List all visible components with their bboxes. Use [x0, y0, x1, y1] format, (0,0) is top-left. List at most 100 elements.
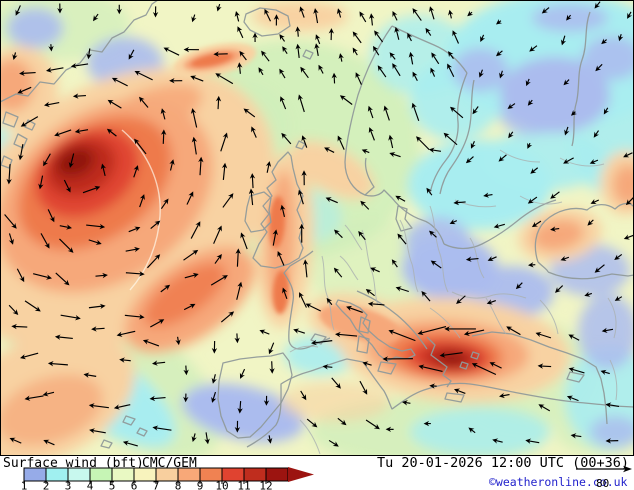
coastline-path: [395, 205, 413, 232]
legend-value-label: 2: [43, 480, 50, 490]
wind-arrow: [160, 129, 167, 144]
wind-arrow: [116, 4, 122, 15]
wind-arrow: [388, 134, 394, 149]
wind-arrow: [555, 285, 564, 293]
coastline-path: [13, 133, 28, 149]
wind-arrow: [535, 332, 552, 339]
wind-speed-field: [0, 0, 634, 456]
wind-arrow: [594, 1, 601, 9]
wind-arrow: [264, 8, 272, 22]
border-path: [609, 359, 618, 401]
wind-arrow: [331, 72, 337, 84]
wind-arrow: [463, 329, 485, 336]
wind-arrow: [20, 352, 39, 360]
border-path: [519, 195, 563, 205]
copyright-label: ©weatheronline.co.uk: [489, 475, 628, 489]
coastline-path: [335, 299, 416, 362]
wind-arrow: [147, 254, 161, 269]
wind-arrow: [279, 96, 287, 110]
wind-arrow: [280, 204, 286, 218]
wind-map-image: [0, 0, 634, 456]
wind-arrow: [448, 9, 454, 19]
wind-arrow: [297, 189, 304, 205]
wind-arrow: [139, 194, 145, 208]
wind-arrow: [11, 323, 28, 330]
coastline-path: [439, 79, 475, 195]
wind-arrow: [215, 73, 234, 85]
border-path: [485, 297, 507, 335]
coastline-path: [358, 316, 371, 334]
wind-arrow: [563, 79, 570, 86]
wind-arrow: [299, 223, 305, 243]
wind-arrow: [220, 132, 228, 152]
coastline-path: [246, 358, 634, 448]
coastline-path: [426, 336, 452, 388]
wind-arrow: [337, 135, 345, 150]
wind-arrow: [605, 402, 620, 408]
wind-arrow: [295, 43, 301, 58]
wind-arrow: [269, 361, 275, 374]
wind-arrow: [40, 233, 50, 249]
wind-arrow: [213, 51, 228, 57]
wind-arrow: [300, 390, 307, 401]
wind-arrow: [605, 438, 619, 444]
front-line-path: [121, 129, 161, 291]
coastline-path: [295, 140, 306, 150]
coastline-path: [566, 371, 585, 383]
wind-arrow: [95, 272, 108, 279]
wind-arrow: [236, 281, 243, 300]
wind-arrow: [299, 6, 305, 18]
wind-arrow: [234, 420, 241, 433]
wind-arrow: [480, 34, 486, 42]
wind-arrow: [529, 45, 538, 52]
wind-field-blob: [410, 408, 550, 456]
wind-arrow: [443, 132, 458, 146]
wind-arrow: [368, 127, 375, 141]
wind-arrow: [483, 192, 493, 198]
wind-arrow: [88, 239, 102, 245]
wind-arrow: [128, 226, 141, 233]
wind-arrow: [259, 329, 270, 335]
wind-arrow: [83, 372, 97, 378]
wind-arrow: [249, 173, 256, 189]
legend-value-label: 3: [65, 480, 72, 490]
wind-arrow: [337, 417, 347, 426]
wind-arrow: [152, 360, 166, 366]
wind-arrow: [119, 357, 131, 363]
wind-arrow: [361, 149, 370, 155]
wind-field-blob: [582, 36, 634, 80]
coastline-path: [547, 271, 634, 280]
wind-field-blob: [55, 147, 95, 177]
wind-arrow: [16, 268, 25, 283]
legend-value-label: 7: [153, 480, 160, 490]
wind-arrow: [160, 284, 171, 293]
legend-value-label: 4: [87, 480, 94, 490]
wind-arrow: [311, 339, 333, 346]
wind-arrow: [237, 62, 243, 74]
wind-arrow: [492, 438, 503, 444]
wind-arrow: [328, 28, 335, 41]
wind-arrow: [331, 377, 341, 389]
wind-arrow: [18, 143, 24, 161]
wind-arrow: [134, 71, 153, 81]
wind-arrow: [365, 289, 375, 297]
legend-value-label: 1: [21, 480, 28, 490]
wind-arrow: [365, 419, 380, 430]
wind-arrow: [47, 361, 68, 367]
wind-arrow: [431, 52, 440, 65]
wind-arrow: [152, 6, 159, 18]
wind-arrow: [234, 11, 240, 22]
wind-arrow: [560, 255, 570, 261]
coastline-path: [243, 7, 291, 37]
wind-arrow: [237, 400, 243, 414]
coastline-path: [24, 119, 36, 131]
wind-field-blob: [532, 219, 584, 251]
wind-arrow: [57, 3, 63, 14]
wind-arrow: [452, 30, 460, 44]
wind-arrow: [279, 34, 286, 42]
wind-field-blob: [590, 416, 634, 448]
border-path: [469, 237, 485, 279]
wind-arrow: [328, 439, 339, 447]
wind-arrow: [190, 75, 204, 82]
wind-arrow: [333, 267, 343, 278]
